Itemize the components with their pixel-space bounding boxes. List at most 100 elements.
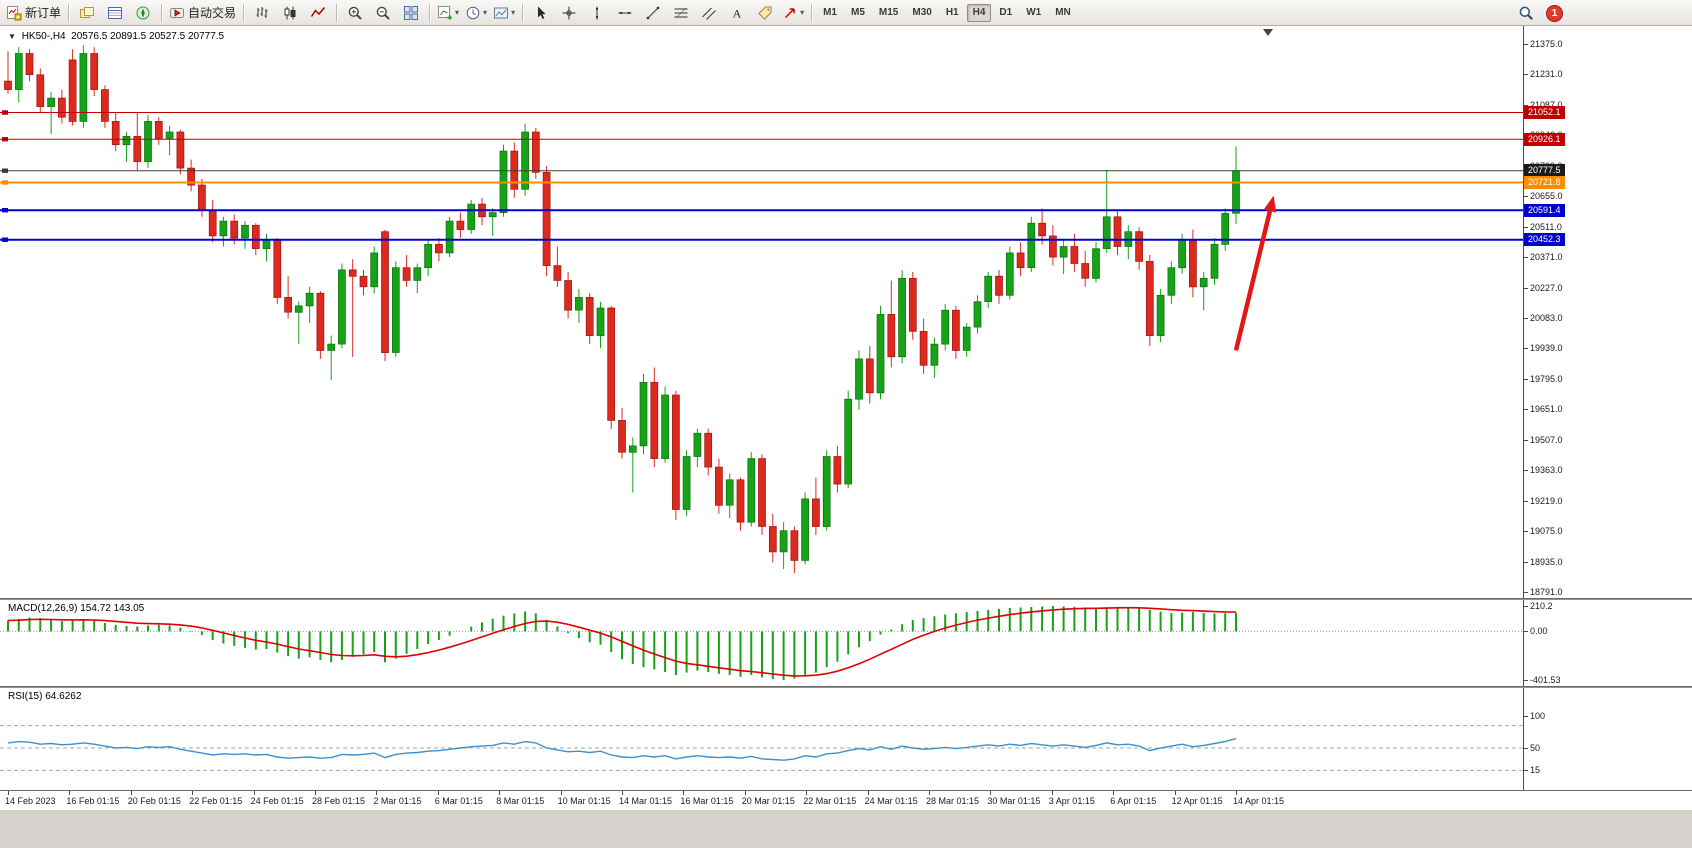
macd-axis[interactable]: 210.2 0.00 -401.53 [1523,600,1692,686]
price-axis-label: 18791.0 [1530,587,1563,597]
time-axis-label: 20 Mar 01:15 [741,796,795,806]
profiles-button[interactable] [73,2,101,24]
time-axis-label: 12 Apr 01:15 [1171,796,1223,806]
navigator-button[interactable] [129,2,157,24]
price-axis[interactable]: 21375.021231.021087.020943.020799.020655… [1523,26,1692,598]
cursor-icon [533,5,549,21]
toolbar-separator [336,3,338,22]
price-axis-label: 19939.0 [1530,343,1563,354]
rsi-axis-label: 50 [1530,743,1541,753]
timeframe-m15[interactable]: M15 [878,6,899,18]
toolbar-separator [811,3,813,22]
toolbar-buttons: 新订单 自动交易 ▾ ▾ ▾ A ▾ M1 M5 M15 M30 H1 H4 D1 W1 MN [3,2,1078,24]
chart-ohlc-values: 20576.5 20891.5 20527.5 20777.5 [71,31,225,42]
price-axis-label: 21231.0 [1530,69,1563,80]
candle-chart-button[interactable] [276,2,304,24]
timeframe-m1[interactable]: M1 [823,6,837,18]
timeframe-m30[interactable]: M30 [912,6,932,18]
search-icon [1518,5,1534,21]
shapes-icon [782,5,798,21]
trendline-icon [645,5,661,21]
rsi-label: RSI(15) 64.6262 [6,691,84,702]
timeframe-h4[interactable]: H4 [966,3,992,22]
timeframe-d1[interactable]: D1 [999,6,1013,18]
time-axis-label: 28 Feb 01:15 [312,796,366,806]
zoom-out-button[interactable] [369,2,397,24]
crosshair-tool[interactable] [555,2,583,24]
time-axis-label: 24 Feb 01:15 [250,796,304,806]
toolbar: 新订单 自动交易 ▾ ▾ ▾ A ▾ M1 M5 M15 M30 H1 H4 D1 W1 MN 1 [0,0,1692,26]
timeframe-m5[interactable]: M5 [851,6,865,18]
newchart-icon [437,5,453,21]
search-button[interactable] [1512,2,1540,24]
price-line-badge: 20777.5 [1524,164,1565,178]
periodicity-button[interactable]: ▾ [462,2,490,24]
notification-badge[interactable]: 1 [1546,4,1563,22]
panel-splitter[interactable] [0,598,1692,600]
template-button[interactable]: ▾ [490,2,518,24]
toolbar-separator [161,3,163,22]
vline-tool[interactable] [583,2,611,24]
tile-icon [403,5,419,21]
label-tool[interactable] [751,2,779,24]
macd-label: MACD(12,26,9) 154.72 143.05 [6,603,147,614]
new-order-button-label: 新订单 [25,6,62,20]
rsi-axis[interactable]: 100 50 15 [1523,688,1692,790]
zoom-in-button[interactable] [341,2,369,24]
text-tool[interactable]: A [723,2,751,24]
new-chart-button[interactable]: ▾ [434,2,462,24]
timeframe-w1[interactable]: W1 [1026,6,1042,18]
channel-icon [701,5,717,21]
macd-axis-label: 210.2 [1530,601,1553,611]
time-axis-label: 14 Mar 01:15 [619,796,673,806]
price-axis-label: 20511.0 [1530,221,1562,232]
data-window-button[interactable] [101,2,129,24]
time-axis-label: 16 Mar 01:15 [680,796,734,806]
toolbar-separator [68,3,70,22]
candlestick-chart-canvas[interactable] [0,26,1523,598]
panel-splitter[interactable] [0,686,1692,688]
line-chart-button[interactable] [304,2,332,24]
autotrade-button[interactable]: 自动交易 [166,2,239,24]
new-order-button[interactable]: 新订单 [3,2,64,24]
macd-chart-canvas[interactable] [0,600,1523,686]
price-axis-label: 19651.0 [1530,404,1563,415]
autotrade-button-label: 自动交易 [188,6,237,20]
time-axis[interactable]: 14 Feb 2023 16 Feb 01:15 20 Feb 01:15 22 Fe… [0,790,1692,809]
trendline-tool[interactable] [639,2,667,24]
macd-panel[interactable]: MACD(12,26,9) 154.72 143.05 [0,600,1523,686]
rsi-panel[interactable]: RSI(15) 64.6262 [0,688,1523,790]
price-line-badge: 20926.1 [1524,132,1565,146]
shapes-tool[interactable]: ▾ [779,2,807,24]
cursor-tool[interactable] [527,2,555,24]
dropdown-caret-icon: ▾ [800,8,805,17]
toolbar-right: 1 [1512,2,1563,24]
time-axis-label: 3 Apr 01:15 [1048,796,1095,806]
timeframe-h1[interactable]: H1 [945,6,959,18]
data-window-icon [107,5,123,21]
price-axis-label: 20083.0 [1530,313,1563,323]
time-axis-label: 20 Feb 01:15 [127,796,181,806]
fibo-tool[interactable] [667,2,695,24]
chart-symbol-period: HK50-,H4 [21,31,66,42]
price-line-badge: 20721.8 [1524,176,1565,189]
rsi-chart-canvas[interactable] [0,688,1523,790]
candlestick-chart[interactable]: ▼ HK50-,H4 20576.5 20891.5 20527.5 20777… [0,26,1523,598]
dropdown-caret-icon: ▾ [483,8,488,17]
autotrade-icon [169,5,185,21]
time-axis-label: 24 Mar 01:15 [864,796,918,806]
timeframe-mn[interactable]: MN [1055,6,1071,18]
time-axis-label: 14 Feb 2023 [5,796,56,806]
channel-tool[interactable] [695,2,723,24]
price-axis-label: 19363.0 [1530,465,1563,476]
hline-tool[interactable] [611,2,639,24]
text-icon: A [729,5,745,21]
bar-chart-button[interactable] [248,2,276,24]
price-axis-label: 18935.0 [1530,556,1563,567]
one-click-toggle-icon[interactable]: ▼ [8,32,16,41]
time-axis-label: 28 Mar 01:15 [926,796,980,806]
time-axis-label: 8 Mar 01:15 [496,796,545,806]
dropdown-caret-icon: ▾ [455,8,460,17]
tile-windows-button[interactable] [397,2,425,24]
